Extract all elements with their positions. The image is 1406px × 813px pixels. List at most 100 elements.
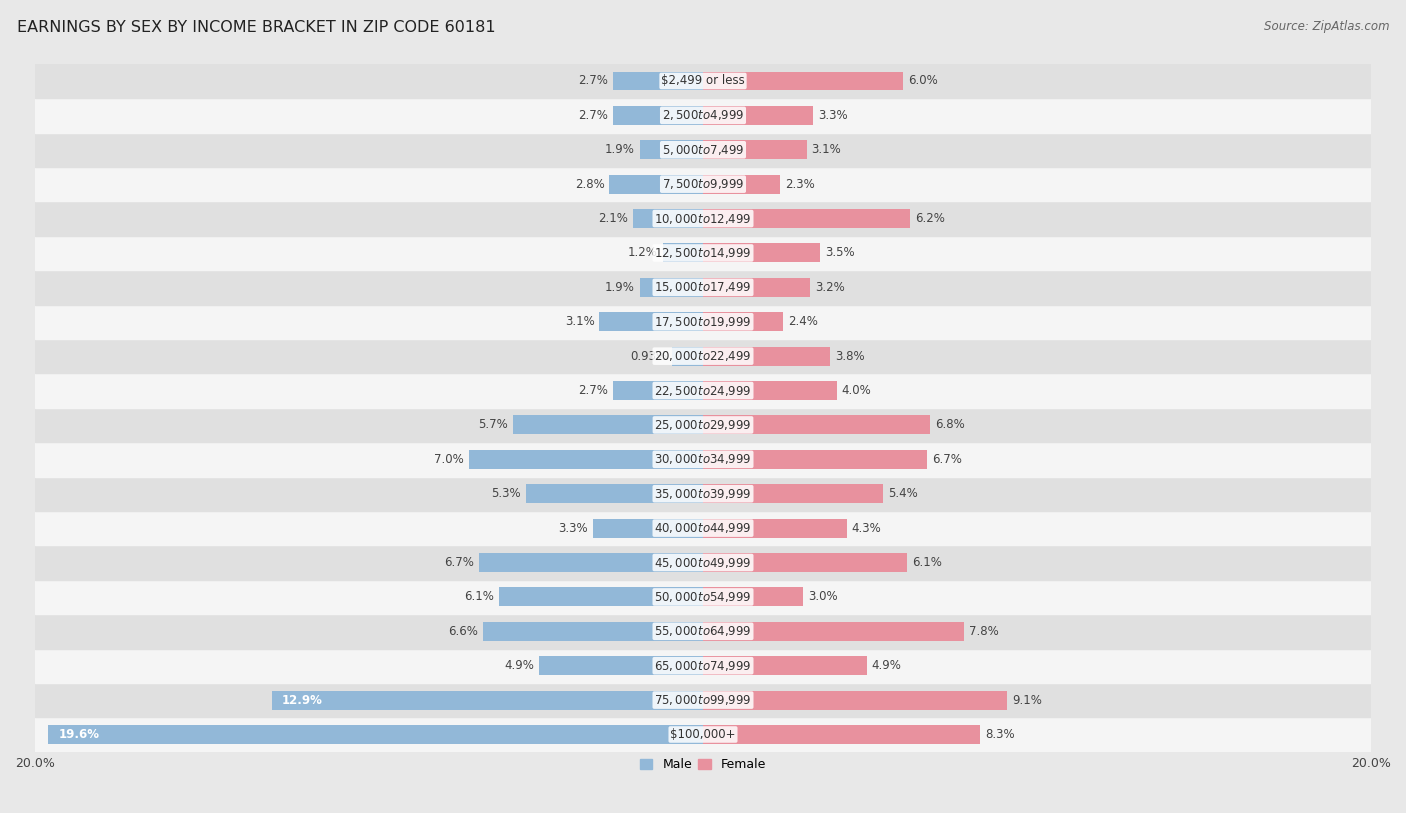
Text: 7.8%: 7.8% (969, 625, 998, 638)
Bar (35, 339, 1371, 373)
Text: 3.3%: 3.3% (558, 522, 588, 535)
Text: 6.8%: 6.8% (935, 419, 965, 432)
Text: $15,000 to $17,499: $15,000 to $17,499 (654, 280, 752, 294)
Text: 7.0%: 7.0% (434, 453, 464, 466)
Bar (640, 278, 703, 297)
Text: $17,500 to $19,999: $17,500 to $19,999 (654, 315, 752, 328)
Bar (703, 278, 810, 297)
Bar (35, 614, 1371, 649)
Bar (703, 141, 807, 159)
Bar (35, 305, 1371, 339)
Text: 1.2%: 1.2% (628, 246, 658, 259)
Bar (703, 690, 1007, 710)
Text: 4.0%: 4.0% (842, 384, 872, 397)
Bar (35, 167, 1371, 202)
Text: $7,500 to $9,999: $7,500 to $9,999 (662, 177, 744, 191)
Text: $35,000 to $39,999: $35,000 to $39,999 (654, 487, 752, 501)
Bar (482, 622, 703, 641)
Text: 19.6%: 19.6% (58, 728, 100, 741)
Text: 12.9%: 12.9% (283, 693, 323, 706)
Text: 6.0%: 6.0% (908, 75, 938, 88)
Text: $40,000 to $44,999: $40,000 to $44,999 (654, 521, 752, 535)
Bar (672, 346, 703, 366)
Bar (526, 485, 703, 503)
Text: 2.7%: 2.7% (578, 384, 607, 397)
Bar (35, 511, 1371, 546)
Text: $55,000 to $64,999: $55,000 to $64,999 (654, 624, 752, 638)
Bar (513, 415, 703, 434)
Text: 2.4%: 2.4% (789, 315, 818, 328)
Text: 8.3%: 8.3% (986, 728, 1015, 741)
Bar (609, 175, 703, 193)
Text: 4.3%: 4.3% (852, 522, 882, 535)
Bar (633, 209, 703, 228)
Bar (48, 725, 703, 744)
Text: 4.9%: 4.9% (872, 659, 901, 672)
Bar (35, 98, 1371, 133)
Text: $100,000+: $100,000+ (671, 728, 735, 741)
Text: 3.3%: 3.3% (818, 109, 848, 122)
Bar (703, 106, 813, 125)
Bar (703, 175, 780, 193)
Text: $20,000 to $22,499: $20,000 to $22,499 (654, 349, 752, 363)
Text: 3.8%: 3.8% (835, 350, 865, 363)
Bar (703, 622, 963, 641)
Text: $25,000 to $29,999: $25,000 to $29,999 (654, 418, 752, 432)
Text: $45,000 to $49,999: $45,000 to $49,999 (654, 555, 752, 570)
Bar (703, 346, 830, 366)
Text: 9.1%: 9.1% (1012, 693, 1042, 706)
Bar (35, 476, 1371, 511)
Bar (35, 683, 1371, 717)
Text: $5,000 to $7,499: $5,000 to $7,499 (662, 143, 744, 157)
Text: 6.2%: 6.2% (915, 212, 945, 225)
Bar (613, 72, 703, 90)
Text: $2,500 to $4,999: $2,500 to $4,999 (662, 108, 744, 123)
Text: $75,000 to $99,999: $75,000 to $99,999 (654, 693, 752, 707)
Text: $22,500 to $24,999: $22,500 to $24,999 (654, 384, 752, 398)
Text: 2.7%: 2.7% (578, 109, 607, 122)
Bar (35, 546, 1371, 580)
Text: 2.3%: 2.3% (785, 178, 814, 191)
Bar (613, 381, 703, 400)
Bar (273, 690, 703, 710)
Text: 3.1%: 3.1% (811, 143, 841, 156)
Bar (703, 415, 931, 434)
Bar (35, 270, 1371, 305)
Text: 3.5%: 3.5% (825, 246, 855, 259)
Text: 6.6%: 6.6% (447, 625, 478, 638)
Text: $2,499 or less: $2,499 or less (661, 75, 745, 88)
Text: $12,500 to $14,999: $12,500 to $14,999 (654, 246, 752, 260)
Text: EARNINGS BY SEX BY INCOME BRACKET IN ZIP CODE 60181: EARNINGS BY SEX BY INCOME BRACKET IN ZIP… (17, 20, 495, 35)
Legend: Male, Female: Male, Female (636, 754, 770, 776)
Text: 5.7%: 5.7% (478, 419, 508, 432)
Text: 3.0%: 3.0% (808, 590, 838, 603)
Bar (703, 381, 837, 400)
Bar (703, 588, 803, 606)
Text: 4.9%: 4.9% (505, 659, 534, 672)
Bar (703, 209, 910, 228)
Bar (703, 312, 783, 331)
Bar (703, 656, 866, 675)
Bar (703, 450, 927, 469)
Text: 2.7%: 2.7% (578, 75, 607, 88)
Bar (35, 580, 1371, 614)
Bar (35, 408, 1371, 442)
Text: 0.93%: 0.93% (630, 350, 666, 363)
Bar (640, 141, 703, 159)
Text: $50,000 to $54,999: $50,000 to $54,999 (654, 590, 752, 604)
Bar (593, 519, 703, 537)
Bar (703, 725, 980, 744)
Bar (499, 588, 703, 606)
Bar (613, 106, 703, 125)
Text: $65,000 to $74,999: $65,000 to $74,999 (654, 659, 752, 672)
Text: 6.1%: 6.1% (464, 590, 495, 603)
Bar (35, 63, 1371, 98)
Bar (703, 485, 883, 503)
Bar (599, 312, 703, 331)
Text: 3.1%: 3.1% (565, 315, 595, 328)
Bar (703, 72, 904, 90)
Bar (35, 236, 1371, 270)
Bar (35, 717, 1371, 752)
Text: 5.4%: 5.4% (889, 487, 918, 500)
Text: $10,000 to $12,499: $10,000 to $12,499 (654, 211, 752, 225)
